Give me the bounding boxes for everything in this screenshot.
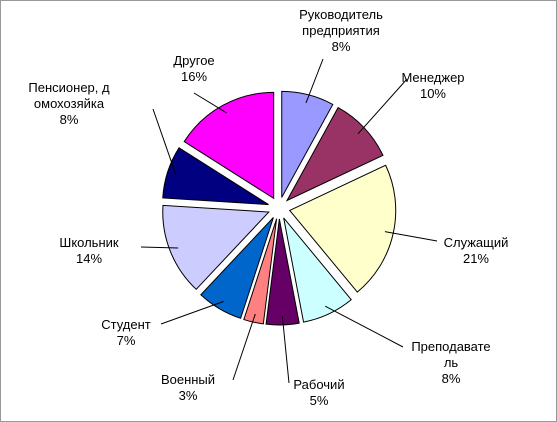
value-label: 8% — [441, 371, 461, 386]
category-label: Руководитель предприятия — [299, 7, 383, 38]
value-label: 3% — [178, 388, 198, 403]
category-label: Пенсионер, д омохозяйка — [28, 80, 110, 111]
category-label: Рабочий — [293, 377, 345, 392]
leader-line — [281, 316, 290, 384]
pie-slice — [200, 217, 274, 319]
slice-label: Пенсионер, д омохозяйка 8% — [28, 80, 109, 128]
value-label: 10% — [419, 86, 447, 101]
value-label: 21% — [462, 251, 490, 266]
pie-slice — [243, 218, 278, 325]
pie-slice — [285, 106, 384, 202]
leader-line — [140, 246, 179, 249]
slice-label: Школьник 14% — [59, 235, 118, 267]
category-label: Служащий — [443, 235, 509, 250]
slice-label: Студент 7% — [101, 317, 151, 349]
slice-label: Менеджер 10% — [401, 70, 464, 102]
leader-line — [160, 300, 224, 325]
leader-line — [384, 231, 438, 242]
slice-label: Рабочий 5% — [293, 377, 344, 409]
leader-line — [305, 58, 324, 104]
category-label: Военный — [160, 372, 216, 387]
leader-line — [193, 92, 227, 114]
value-label: 8% — [59, 112, 79, 127]
slice-label: Служащий 21% — [444, 235, 509, 267]
pie-slice — [162, 147, 269, 206]
category-label: Школьник — [59, 235, 119, 250]
leader-line — [232, 313, 256, 381]
value-label: 5% — [309, 393, 329, 408]
value-label: 16% — [180, 69, 208, 84]
pie-slice — [162, 204, 270, 291]
value-label: 7% — [116, 333, 136, 348]
pie-slice — [283, 217, 352, 323]
category-label: Менеджер — [401, 70, 465, 85]
slice-label: Преподавате ль 8% — [411, 339, 490, 387]
leader-line — [324, 305, 404, 348]
slice-label: Другое 16% — [173, 53, 214, 85]
category-label: Студент — [101, 317, 151, 332]
leader-line — [152, 108, 177, 175]
slice-label: Руководитель предприятия 8% — [299, 7, 383, 55]
pie-slice — [183, 91, 275, 200]
value-label: 14% — [75, 251, 103, 266]
leader-line — [357, 78, 408, 135]
category-label: Другое — [173, 53, 215, 68]
pie-slice — [281, 90, 334, 198]
pie-slice — [265, 218, 300, 326]
slice-label: Военный 3% — [161, 372, 215, 404]
category-label: Преподавате ль — [411, 339, 491, 370]
value-label: 8% — [331, 39, 351, 54]
